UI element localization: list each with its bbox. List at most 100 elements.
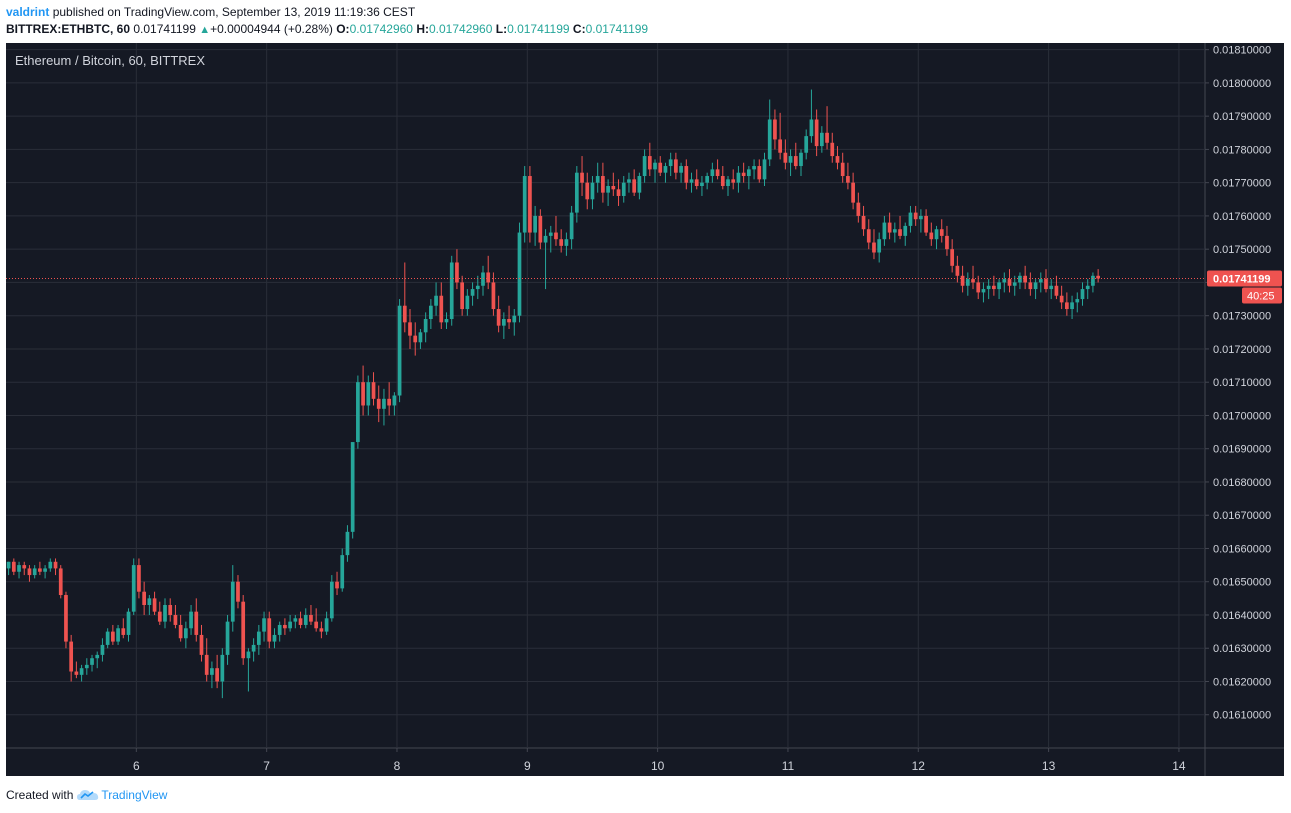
price-axis[interactable]: [1205, 43, 1284, 776]
chart-area[interactable]: 0.01610000 0.01620000 0.01630000 0.01640000…: [6, 43, 1284, 776]
candle-body: [1018, 275, 1022, 283]
candle: [788, 149, 793, 177]
candle: [554, 215, 558, 246]
candle-body: [64, 595, 68, 642]
y-tick-label: 0.01810000: [1213, 45, 1271, 57]
candle-body: [585, 182, 590, 200]
author-link[interactable]: valdrint: [6, 5, 50, 19]
candle-body: [324, 618, 329, 632]
tradingview-link[interactable]: TradingView: [73, 788, 167, 802]
candle: [814, 109, 819, 157]
candle-body: [919, 215, 923, 220]
candle: [1096, 269, 1100, 283]
candle-body: [392, 395, 397, 406]
candle: [335, 571, 339, 596]
candle: [298, 611, 303, 629]
candle: [439, 282, 444, 329]
candle-body: [882, 222, 887, 240]
candle: [309, 605, 313, 625]
candle: [17, 561, 21, 579]
candle: [1023, 265, 1028, 290]
candle: [481, 265, 485, 296]
candle: [627, 172, 631, 193]
candle: [74, 661, 79, 679]
candle: [1012, 275, 1017, 296]
candlestick-chart[interactable]: 0.01610000 0.01620000 0.01630000 0.01640000…: [6, 43, 1284, 776]
brand-label[interactable]: TradingView: [101, 788, 168, 802]
close-label: C:: [572, 22, 586, 36]
candle-body: [17, 565, 21, 572]
candle-body: [418, 332, 423, 343]
candle: [877, 232, 882, 263]
candle: [611, 172, 616, 196]
candle-body: [569, 212, 574, 240]
candle: [903, 222, 908, 246]
candle: [757, 159, 762, 183]
candle: [460, 275, 464, 316]
candle: [1075, 292, 1080, 313]
candle: [444, 312, 449, 329]
candle-body: [783, 152, 788, 163]
candle: [361, 365, 365, 416]
y-tick-label: 0.01690000: [1213, 444, 1271, 456]
candle-body: [731, 179, 736, 183]
candle-body: [668, 159, 673, 167]
candle-body: [449, 262, 454, 320]
candle: [189, 605, 193, 635]
candles: [6, 89, 1100, 699]
y-tick-label: 0.01650000: [1213, 577, 1271, 589]
last-price-marker: 0.01741199 40:25: [6, 270, 1282, 304]
candle: [1059, 285, 1064, 310]
candle-body: [840, 162, 845, 177]
candle: [1028, 272, 1033, 296]
candle-body: [345, 531, 350, 556]
candle-body: [971, 279, 975, 283]
candle-body: [601, 176, 605, 193]
candle: [752, 159, 756, 180]
candle: [157, 601, 162, 625]
candle-body: [528, 176, 532, 233]
candle-body: [491, 282, 496, 310]
candle: [773, 109, 777, 150]
x-tick-label: 6: [133, 759, 140, 773]
candle: [90, 654, 94, 672]
candle: [501, 312, 506, 339]
candle: [1018, 272, 1022, 290]
candle-body: [934, 229, 939, 240]
candle: [747, 166, 751, 190]
candle-body: [856, 202, 861, 216]
candle-body: [382, 398, 386, 409]
y-tick-label: 0.01770000: [1213, 178, 1271, 190]
candle: [533, 205, 537, 246]
ohlc-legend: BITTREX:ETHBTC, 60 0.01741199 ▲+0.000049…: [6, 22, 648, 36]
candle: [111, 624, 115, 645]
price-change: +0.00004944 (+0.28%): [210, 22, 333, 36]
candle: [898, 215, 902, 240]
candle-body: [710, 169, 715, 177]
candle: [809, 89, 814, 143]
y-tick-label: 0.01660000: [1213, 543, 1271, 555]
candle-body: [163, 605, 167, 622]
candle: [872, 229, 876, 260]
candle-body: [1033, 282, 1038, 290]
candle-body: [246, 651, 251, 659]
last-price: 0.01741199: [133, 22, 196, 36]
candle-body: [38, 568, 42, 572]
candle-body: [548, 232, 553, 236]
candle: [976, 275, 981, 300]
candle: [913, 205, 918, 226]
candle: [830, 132, 835, 163]
candle: [741, 162, 746, 183]
candle: [887, 212, 892, 240]
candle: [783, 139, 788, 170]
candle-body: [408, 322, 412, 336]
candle: [981, 282, 986, 303]
candle: [324, 611, 329, 635]
candle-body: [481, 272, 485, 286]
x-tick-label: 10: [651, 759, 665, 773]
candle-body: [1085, 285, 1090, 290]
candle-body: [658, 162, 663, 173]
candle: [314, 608, 319, 632]
candle-body: [997, 282, 1001, 290]
candle: [621, 176, 626, 203]
